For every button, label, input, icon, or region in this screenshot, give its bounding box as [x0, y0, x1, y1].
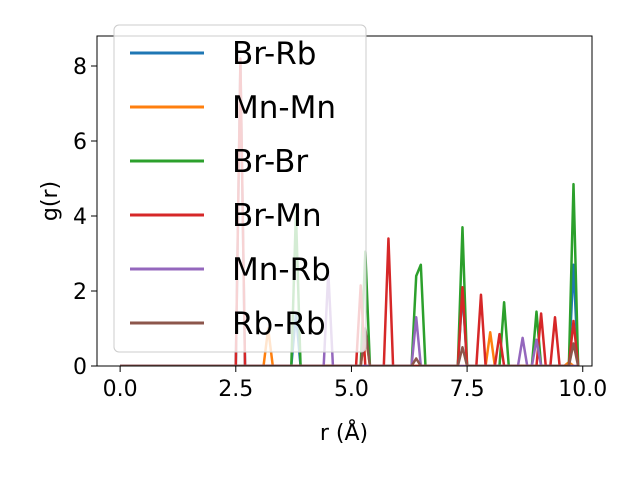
x-tick-label: 0.0	[103, 377, 138, 402]
x-axis: 0.0 2.5 5.0 7.5 10.0	[103, 366, 607, 402]
legend: Br-Rb Mn-Mn Br-Br Br-Mn Mn-Rb Rb-Rb	[113, 24, 367, 353]
legend-label: Mn-Mn	[232, 90, 336, 126]
y-tick-label: 8	[73, 55, 87, 80]
y-axis-title: g(r)	[38, 181, 63, 221]
x-tick-label: 2.5	[218, 377, 253, 402]
y-axis: 0 2 4 6 8	[73, 55, 97, 380]
legend-label: Br-Mn	[232, 198, 322, 234]
series-line-br-mn	[120, 57, 580, 366]
legend-label: Br-Br	[232, 144, 308, 180]
y-tick-label: 2	[73, 280, 87, 305]
y-tick-label: 6	[73, 130, 87, 155]
x-tick-label: 7.5	[450, 377, 485, 402]
x-tick-label: 5.0	[334, 377, 369, 402]
y-tick-label: 0	[73, 355, 87, 380]
series-layer	[120, 57, 580, 366]
legend-label: Rb-Rb	[232, 306, 326, 342]
y-tick-label: 4	[73, 205, 87, 230]
legend-label: Br-Rb	[232, 36, 316, 72]
series-line-br-br	[120, 182, 580, 366]
legend-frame	[113, 24, 367, 353]
x-tick-label: 10.0	[558, 377, 607, 402]
legend-label: Mn-Rb	[232, 252, 331, 288]
x-axis-title: r (Å)	[320, 419, 368, 446]
